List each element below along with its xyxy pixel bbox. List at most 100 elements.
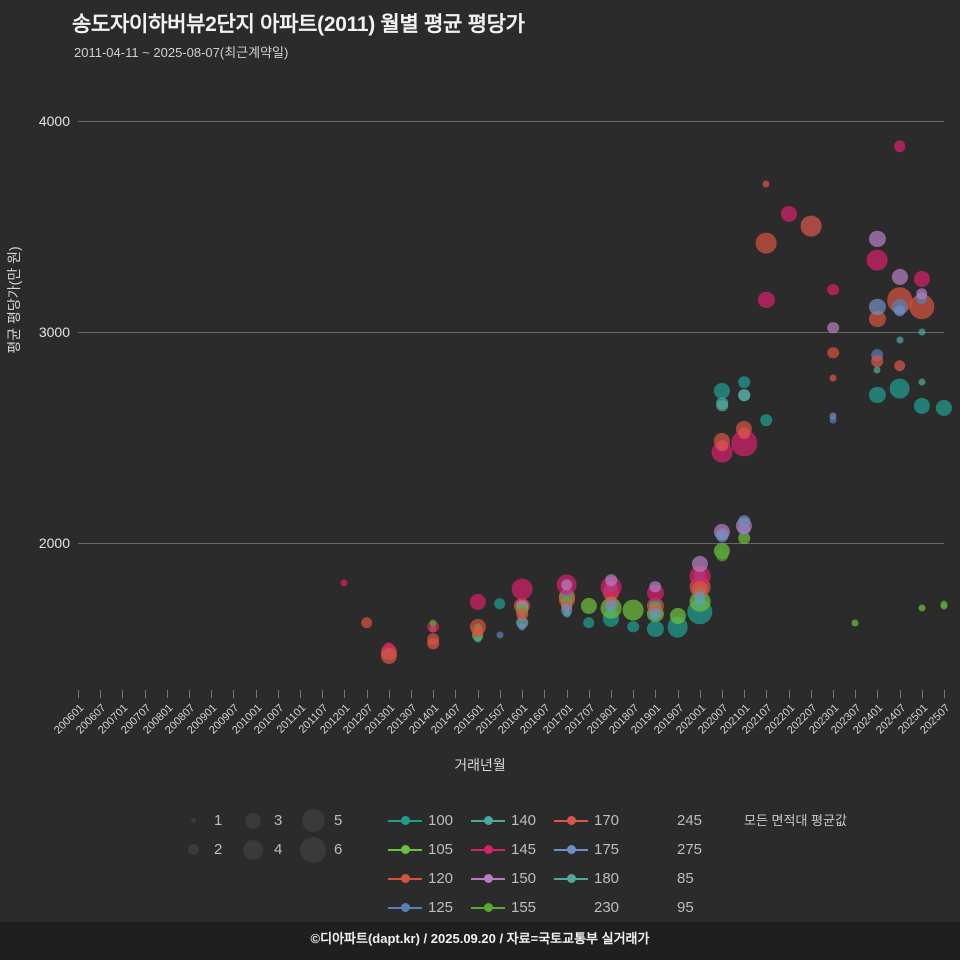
- data-point[interactable]: [873, 366, 881, 374]
- data-point[interactable]: [471, 625, 484, 637]
- data-point[interactable]: [760, 414, 773, 427]
- data-point[interactable]: [716, 530, 728, 542]
- legend-size-item[interactable]: 1: [178, 812, 238, 829]
- data-point[interactable]: [800, 216, 822, 237]
- data-point[interactable]: [829, 374, 837, 382]
- data-point[interactable]: [738, 427, 750, 439]
- data-point[interactable]: [360, 616, 373, 629]
- data-point[interactable]: [622, 599, 644, 621]
- plot-area[interactable]: 2000 3000 4000: [39, 100, 953, 690]
- legend-color-column: 100 105 120 125: [388, 806, 471, 922]
- data-point[interactable]: [891, 268, 908, 286]
- data-point[interactable]: [738, 389, 750, 401]
- data-point[interactable]: [494, 597, 506, 610]
- data-point[interactable]: [649, 580, 662, 593]
- data-point[interactable]: [889, 378, 910, 400]
- legend-color-item[interactable]: 245: [637, 806, 720, 835]
- data-point[interactable]: [563, 610, 570, 618]
- data-point[interactable]: [827, 347, 839, 359]
- data-point[interactable]: [647, 620, 664, 637]
- data-point[interactable]: [755, 232, 777, 254]
- data-point[interactable]: [518, 623, 526, 631]
- data-point[interactable]: [829, 412, 837, 420]
- data-point[interactable]: [893, 304, 906, 317]
- legend-size-item[interactable]: 4: [238, 839, 298, 860]
- legend-size-item[interactable]: 3: [238, 812, 298, 829]
- data-point[interactable]: [851, 619, 859, 627]
- data-point[interactable]: [605, 574, 617, 587]
- data-point[interactable]: [669, 608, 686, 625]
- legend-size-label: 6: [334, 841, 343, 858]
- y-gridline: [78, 331, 944, 333]
- legend-color-item[interactable]: 180: [554, 864, 637, 893]
- legend-color-item[interactable]: 125: [388, 893, 471, 922]
- data-point[interactable]: [738, 376, 750, 389]
- data-point[interactable]: [758, 292, 775, 309]
- data-point[interactable]: [516, 608, 528, 620]
- data-point[interactable]: [893, 140, 906, 153]
- data-point[interactable]: [918, 604, 926, 612]
- data-point[interactable]: [738, 515, 750, 528]
- legend-size-item[interactable]: 5: [298, 809, 358, 832]
- data-point[interactable]: [716, 399, 728, 412]
- data-point[interactable]: [913, 271, 930, 288]
- legend-size-item[interactable]: 2: [178, 841, 238, 858]
- x-tick: [899, 690, 901, 698]
- data-point[interactable]: [827, 321, 839, 334]
- x-tick: [655, 690, 657, 698]
- legend-color-item[interactable]: 85: [637, 864, 720, 893]
- x-tick: [455, 690, 457, 698]
- x-tick: [277, 690, 279, 698]
- data-point[interactable]: [560, 578, 573, 591]
- data-point[interactable]: [713, 382, 731, 399]
- x-tick: [544, 690, 546, 698]
- legend-color-item[interactable]: 230: [554, 893, 637, 922]
- data-point[interactable]: [869, 386, 886, 404]
- data-point[interactable]: [896, 336, 904, 344]
- data-point[interactable]: [496, 631, 504, 639]
- data-point[interactable]: [780, 205, 797, 222]
- data-point[interactable]: [693, 595, 706, 608]
- data-point[interactable]: [607, 606, 615, 614]
- legend-color-item[interactable]: 105: [388, 835, 471, 864]
- legend-size-item[interactable]: 6: [298, 836, 358, 863]
- data-point[interactable]: [869, 230, 886, 248]
- data-point[interactable]: [427, 637, 440, 650]
- data-point[interactable]: [940, 600, 948, 608]
- data-point[interactable]: [627, 620, 639, 633]
- data-point[interactable]: [762, 180, 770, 188]
- data-point[interactable]: [580, 597, 597, 614]
- legend-color-item[interactable]: 120: [388, 864, 471, 893]
- legend-color-item[interactable]: 100: [388, 806, 471, 835]
- data-point[interactable]: [866, 249, 888, 271]
- data-point[interactable]: [913, 397, 930, 414]
- data-point[interactable]: [893, 359, 906, 372]
- data-point[interactable]: [918, 328, 926, 336]
- data-point[interactable]: [340, 579, 348, 587]
- x-tick: [78, 690, 79, 698]
- legend-color-item[interactable]: 155: [471, 893, 554, 922]
- data-point[interactable]: [469, 593, 486, 610]
- legend-color-item[interactable]: 175: [554, 835, 637, 864]
- data-point[interactable]: [691, 555, 708, 572]
- legend-color-item[interactable]: 140: [471, 806, 554, 835]
- legend-color-item[interactable]: 275: [637, 835, 720, 864]
- legend-color-item[interactable]: 170: [554, 806, 637, 835]
- data-point[interactable]: [918, 378, 926, 386]
- data-point[interactable]: [915, 288, 928, 300]
- data-point[interactable]: [827, 283, 839, 296]
- legend-color-item[interactable]: 150: [471, 864, 554, 893]
- legend-color-item[interactable]: 95: [637, 893, 720, 922]
- chart-subtitle: 2011-04-11 ~ 2025-08-07(최근계약일): [74, 45, 289, 60]
- data-point[interactable]: [869, 298, 886, 315]
- data-point[interactable]: [380, 648, 397, 665]
- data-point[interactable]: [651, 612, 659, 620]
- legend-color-item[interactable]: 145: [471, 835, 554, 864]
- data-point[interactable]: [429, 619, 437, 627]
- data-point[interactable]: [474, 635, 482, 643]
- data-point[interactable]: [935, 399, 953, 416]
- data-point[interactable]: [582, 616, 595, 629]
- data-point[interactable]: [716, 549, 728, 561]
- data-point[interactable]: [511, 578, 533, 600]
- data-point[interactable]: [716, 439, 728, 452]
